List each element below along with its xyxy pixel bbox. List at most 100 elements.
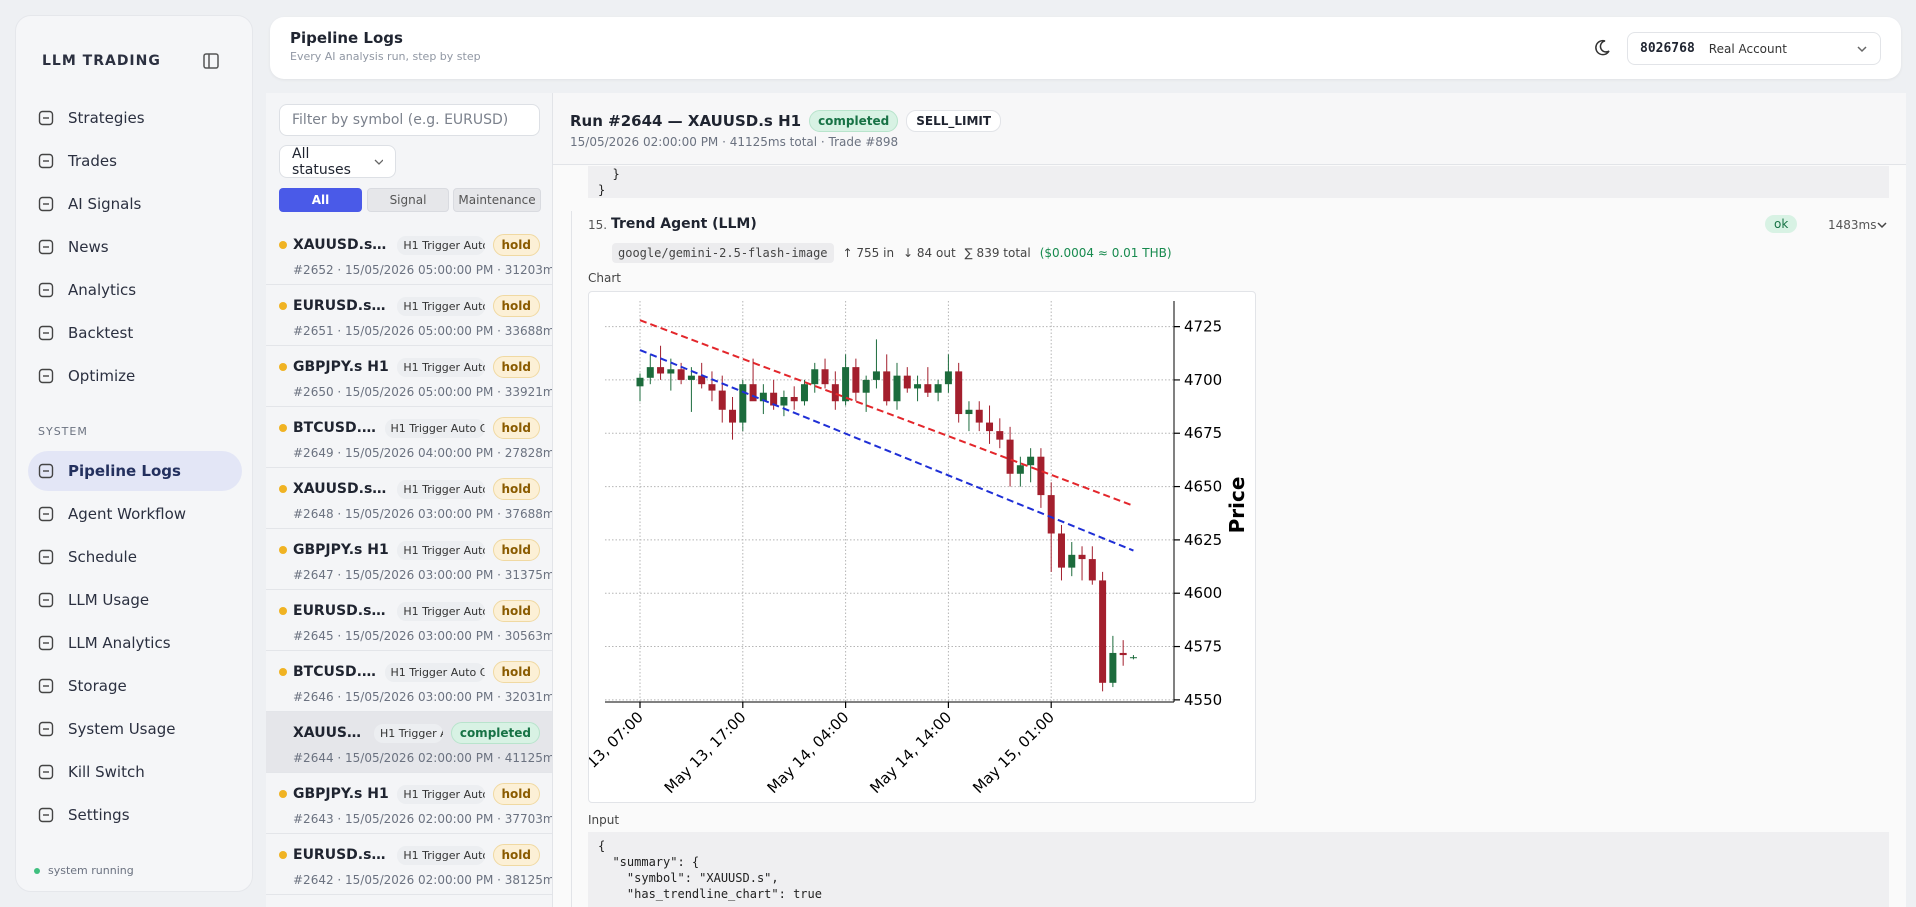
nav-text: AI Signals	[68, 195, 142, 213]
run-row[interactable]: EURUSD.s H1 H1 Trigger Auto hold #2645 · 15…	[266, 590, 552, 651]
candle-body	[729, 409, 737, 423]
run-status: hold	[492, 417, 540, 439]
nav-text: Backtest	[68, 324, 134, 342]
nav-item[interactable]: Backtest	[28, 313, 242, 353]
candle-body	[759, 392, 767, 402]
run-meta: #2642 · 15/05/2026 02:00:00 PM · 38125ms	[293, 873, 553, 887]
candle-body	[1037, 456, 1045, 496]
account-select[interactable]: 8026768 Real Account	[1627, 32, 1881, 65]
section-label: SYSTEM	[38, 425, 88, 438]
run-meta: #2652 · 15/05/2026 05:00:00 PM · 31203ms	[293, 263, 553, 277]
nav-item[interactable]: Analytics	[28, 270, 242, 310]
collapse-button[interactable]	[203, 53, 219, 69]
icon-shape	[38, 196, 54, 212]
candle-body	[924, 384, 932, 393]
status-select[interactable]: All statuses	[279, 145, 396, 178]
nav-item[interactable]: Optimize	[28, 356, 242, 396]
run-symbol: XAUUSD.s H1	[293, 725, 366, 741]
step-name: Trend Agent (LLM)	[611, 216, 757, 232]
nav-icon	[38, 153, 54, 169]
run-row[interactable]: GBPJPY.s H1 H1 Trigger Auto hold #2650 · 15…	[266, 346, 552, 407]
run-row[interactable]: BTCUSD.s H1 H1 Trigger Auto Crypto hold #26…	[266, 407, 552, 468]
candle-body	[770, 392, 778, 406]
code-line: "summary": {	[598, 855, 700, 869]
icon-shape	[38, 635, 54, 651]
brand: LLM TRADING	[42, 53, 161, 69]
candle-body	[1109, 652, 1117, 683]
tab[interactable]: All	[279, 188, 362, 212]
nav-item[interactable]: Storage	[28, 666, 242, 706]
candle-body	[986, 422, 994, 432]
status-dot	[279, 363, 287, 371]
nav-item[interactable]: System Usage	[28, 709, 242, 749]
x-tick-label: May 14, 04:00	[764, 708, 853, 797]
nav-item[interactable]: Schedule	[28, 537, 242, 577]
nav-item[interactable]: LLM Analytics	[28, 623, 242, 663]
code-line: "symbol": "XAUUSD.s",	[598, 871, 779, 885]
nav-item[interactable]: Trades	[28, 141, 242, 181]
run-row[interactable]: XAUUSD.s H1 H1 Trigger Auto completed #2644…	[266, 712, 552, 773]
expand-toggle[interactable]	[1876, 219, 1888, 231]
run-row[interactable]: XAUUSD.s H1 H1 Trigger Auto hold #2648 · 15…	[266, 468, 552, 529]
candle-body	[1129, 657, 1137, 659]
status-dot	[279, 607, 287, 615]
nav-item[interactable]: Agent Workflow	[28, 494, 242, 534]
run-row[interactable]: EURUSD.s H1 H1 Trigger Auto hold #2651 · 15…	[266, 285, 552, 346]
y-tick-label: 4625	[1184, 531, 1222, 549]
candle-body	[872, 371, 880, 380]
candle-body	[698, 375, 706, 385]
nav-icon	[38, 549, 54, 565]
run-tag: H1 Trigger Auto	[397, 357, 485, 377]
run-meta: #2651 · 15/05/2026 05:00:00 PM · 33688ms	[293, 324, 553, 338]
nav-text: Analytics	[68, 281, 137, 299]
tab[interactable]: Signal	[367, 188, 449, 212]
trendline	[639, 319, 1134, 507]
candle-body	[1016, 465, 1024, 474]
candle-body	[903, 375, 911, 389]
status-dot	[279, 302, 287, 310]
candle-body	[811, 369, 819, 385]
run-tag: H1 Trigger Auto	[397, 845, 485, 865]
run-row[interactable]: GBPJPY.s H1 H1 Trigger Auto hold #2643 · 15…	[266, 773, 552, 834]
trend-chart: 4550 4575 4600 4625 4650 4675 4700 4725 May 13, …	[588, 291, 1256, 803]
nav-text: Optimize	[68, 367, 136, 385]
tab[interactable]: Maintenance	[453, 188, 541, 212]
y-tick-label: 4550	[1184, 691, 1222, 709]
nav-text: News	[68, 238, 109, 256]
run-row[interactable]: EURUSD.s H1 H1 Trigger Auto hold #2642 · 15…	[266, 834, 552, 895]
input-label: Input	[588, 813, 620, 827]
run-row-top: XAUUSD.s H1 H1 Trigger Auto hold	[293, 234, 540, 256]
status-dot	[279, 241, 287, 249]
theme-toggle[interactable]	[1593, 39, 1611, 57]
status-dot	[279, 851, 287, 859]
icon-shape	[38, 325, 54, 341]
run-row[interactable]: BTCUSD.s H1 H1 Trigger Auto Crypto hold #26…	[266, 651, 552, 712]
nav-text: Trades	[68, 152, 117, 170]
nav-item[interactable]: Pipeline Logs	[28, 451, 242, 491]
search-input[interactable]: Filter by symbol (e.g. EURUSD)	[279, 104, 540, 136]
run-row-top: GBPJPY.s H1 H1 Trigger Auto hold	[293, 539, 540, 561]
nav-item[interactable]: AI Signals	[28, 184, 242, 224]
step-status: ok	[1765, 215, 1798, 233]
status-select-text: All statuses	[292, 145, 351, 178]
run-row[interactable]: XAUUSD.s H1 H1 Trigger Auto hold #2652 · 15…	[266, 224, 552, 285]
detail-header: Run #2644 — XAUUSD.s H1 completed SELL_L…	[553, 93, 1906, 165]
nav-text: Pipeline Logs	[68, 462, 181, 480]
code-line: {	[598, 839, 606, 853]
detail-meta: 15/05/2026 02:00:00 PM · 41125ms total ·…	[570, 135, 899, 149]
run-tag: H1 Trigger Auto	[397, 479, 485, 499]
candle-body	[831, 384, 839, 402]
code-line: }	[598, 183, 606, 197]
nav-item[interactable]: Settings	[28, 795, 242, 835]
run-row[interactable]: GBPJPY.s H1 H1 Trigger Auto hold #2647 · 15…	[266, 529, 552, 590]
icon-shape	[38, 239, 54, 255]
candle-body	[862, 379, 870, 393]
run-meta: #2645 · 15/05/2026 03:00:00 PM · 30563ms	[293, 629, 553, 643]
nav-item[interactable]: News	[28, 227, 242, 267]
run-status: completed	[450, 722, 540, 744]
nav-item[interactable]: Strategies	[28, 98, 242, 138]
y-tick-label: 4700	[1184, 371, 1222, 389]
nav-item[interactable]: LLM Usage	[28, 580, 242, 620]
candle-body	[749, 384, 757, 402]
nav-item[interactable]: Kill Switch	[28, 752, 242, 792]
